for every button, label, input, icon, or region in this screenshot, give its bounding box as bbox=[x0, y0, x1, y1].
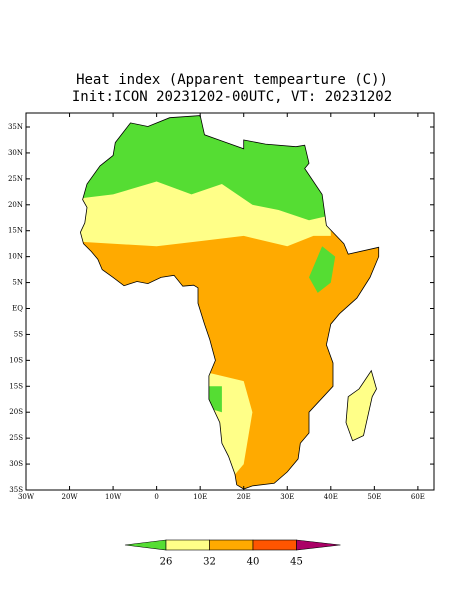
lon-tick-label: 50E bbox=[367, 493, 381, 501]
lat-tick-label: EQ bbox=[12, 305, 23, 313]
land bbox=[80, 115, 379, 489]
subtitle: Init:ICON 20231202-00UTC, VT: 20231202 bbox=[72, 89, 392, 105]
lon-tick-label: 10E bbox=[193, 493, 207, 501]
colorbar-end bbox=[296, 539, 341, 551]
lat-tick-label: 15N bbox=[8, 227, 23, 235]
yellow-zone bbox=[343, 370, 379, 465]
coast bbox=[345, 369, 377, 442]
lat-tick-label: 35S bbox=[9, 486, 23, 494]
lon-tick-label: 30W bbox=[18, 493, 35, 501]
colorbar-segment bbox=[252, 539, 297, 551]
lat-tick-label: 15S bbox=[9, 382, 23, 390]
coast bbox=[79, 115, 380, 490]
title: Heat index (Apparent tempearture (C)) bbox=[76, 72, 388, 88]
lat-tick-label: 10S bbox=[9, 356, 23, 364]
green-zone bbox=[309, 246, 336, 293]
lat-tick-label: 5N bbox=[12, 279, 23, 287]
lat-tick-label: 25N bbox=[8, 175, 23, 183]
lat-tick-label: 5S bbox=[14, 330, 23, 338]
lat-tick-label: 10N bbox=[8, 253, 23, 261]
colorbar-end bbox=[124, 539, 167, 551]
lat-tick-label: 20N bbox=[8, 201, 23, 209]
lat-tick-label: 30N bbox=[8, 149, 23, 157]
colorbar-segment bbox=[209, 539, 254, 551]
lat-tick-label: 20S bbox=[9, 408, 23, 416]
lat-tick-label: 30S bbox=[9, 460, 23, 468]
lon-tick-label: 60E bbox=[411, 493, 425, 501]
lat-tick-label: 35N bbox=[8, 123, 23, 131]
colorbar-label: 32 bbox=[203, 557, 216, 568]
colorbar-segment bbox=[165, 539, 210, 551]
lon-tick-label: 20E bbox=[237, 493, 251, 501]
lon-tick-label: 0 bbox=[154, 493, 158, 501]
colorbar-label: 45 bbox=[290, 557, 303, 568]
plot-frame bbox=[25, 112, 435, 491]
lon-tick-label: 40E bbox=[324, 493, 338, 501]
colorbar-label: 26 bbox=[160, 557, 173, 568]
lon-tick-label: 30E bbox=[280, 493, 294, 501]
colorbar-label: 40 bbox=[247, 557, 260, 568]
lat-tick-label: 25S bbox=[9, 434, 23, 442]
lon-tick-label: 10W bbox=[105, 493, 122, 501]
lon-tick-label: 20W bbox=[61, 493, 78, 501]
